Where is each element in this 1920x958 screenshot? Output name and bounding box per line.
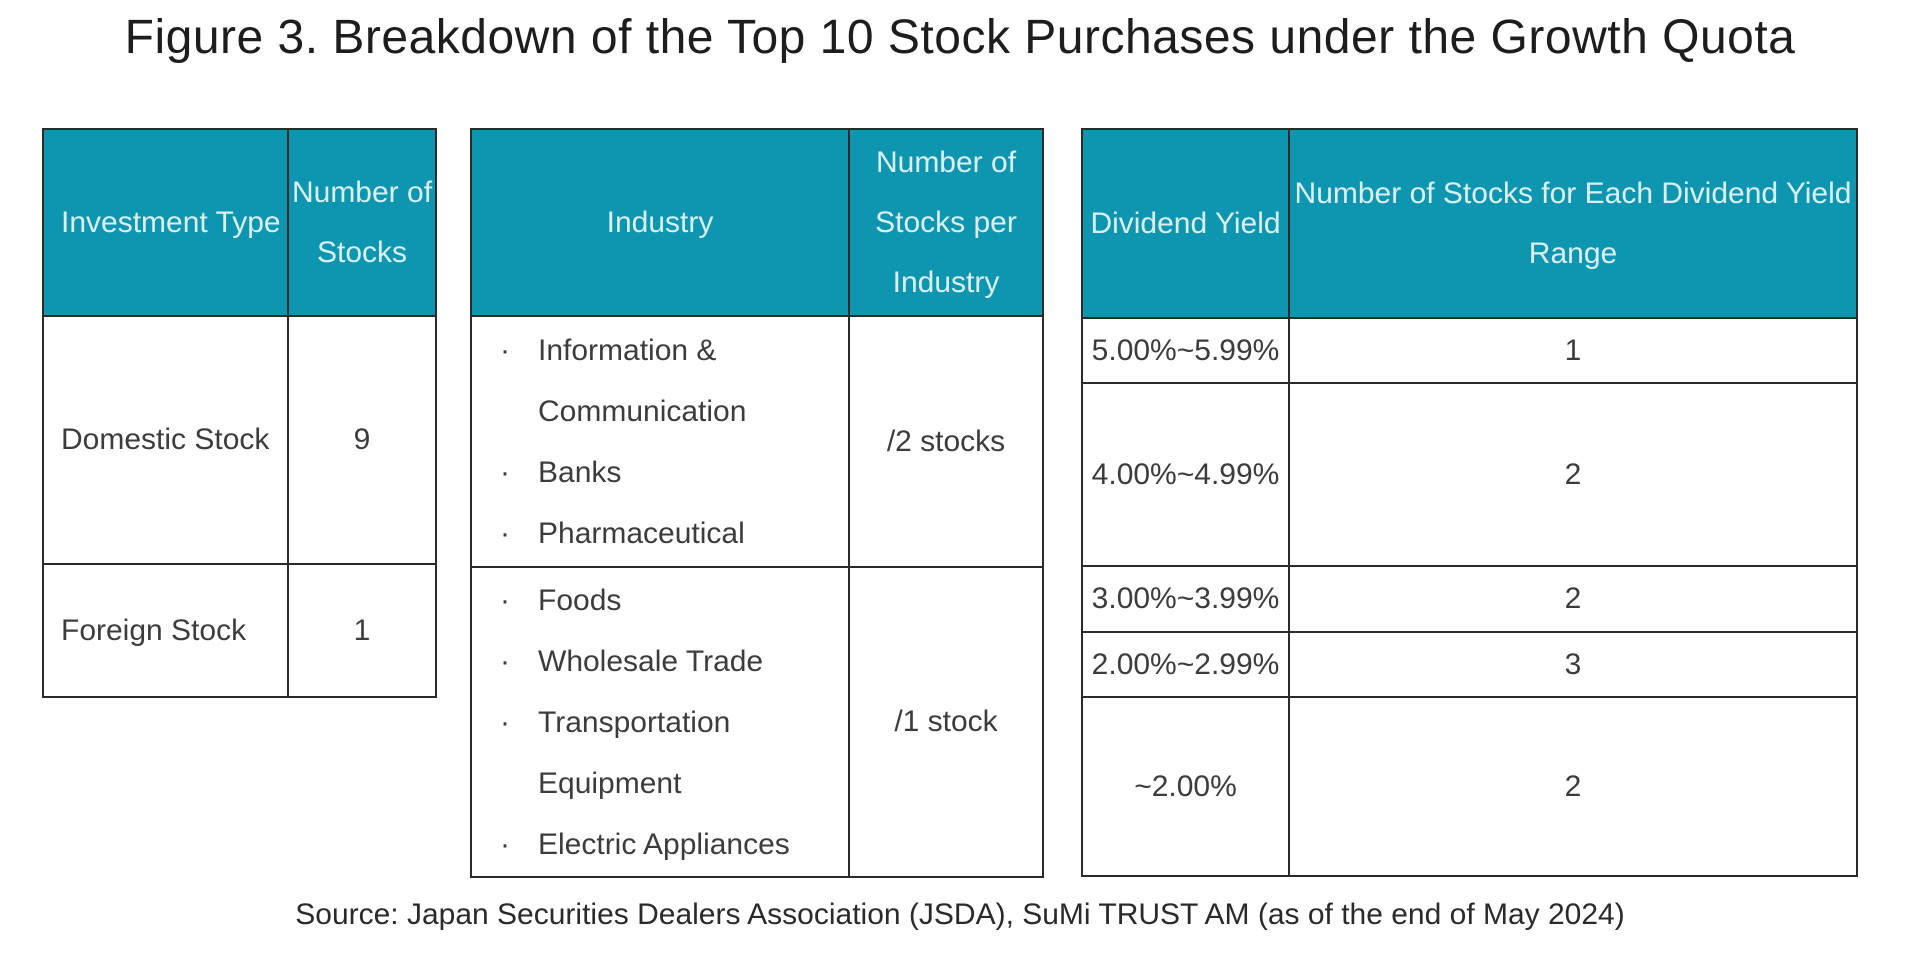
stocks-per-industry-header: Number of Stocks per Industry xyxy=(850,130,1042,315)
bullet-icon: · xyxy=(500,583,510,617)
industry-group-2-stocks: · Information & Communication · Banks · … xyxy=(472,317,848,566)
industry-group-1-stock: · Foods · Wholesale Trade · Transportati… xyxy=(472,568,848,876)
list-item: · Foods xyxy=(472,570,848,631)
investment-type-table: Investment Type Number of Stocks Domesti… xyxy=(42,128,437,698)
bullet-icon: · xyxy=(500,644,510,678)
list-item: · Information & Communication xyxy=(472,320,848,442)
industry-group-1-stock-count: /1 stock xyxy=(850,568,1042,876)
yield-range-5: 5.00%~5.99% xyxy=(1083,319,1288,382)
source-note: Source: Japan Securities Dealers Associa… xyxy=(295,898,1625,931)
table-row-foreign-stock-label: Foreign Stock xyxy=(44,565,287,696)
bullet-icon: · xyxy=(500,455,510,489)
yield-range-5-count: 1 xyxy=(1290,319,1856,382)
bullet-icon: · xyxy=(500,705,510,739)
industry-table: Industry Number of Stocks per Industry ·… xyxy=(470,128,1044,878)
industry-header: Industry xyxy=(472,130,848,315)
industry-group-2-stocks-count: /2 stocks xyxy=(850,317,1042,566)
yield-range-4: 4.00%~4.99% xyxy=(1083,384,1288,565)
number-of-stocks-header: Number of Stocks xyxy=(289,130,435,315)
list-item: · Wholesale Trade xyxy=(472,631,848,692)
yield-range-2: 2.00%~2.99% xyxy=(1083,633,1288,696)
list-item: · Transportation Equipment xyxy=(472,692,848,814)
bullet-icon: · xyxy=(500,333,510,367)
yield-range-3: 3.00%~3.99% xyxy=(1083,567,1288,631)
bullet-icon: · xyxy=(500,516,510,550)
yield-range-4-count: 2 xyxy=(1290,384,1856,565)
dividend-yield-table: Dividend Yield Number of Stocks for Each… xyxy=(1081,128,1858,877)
dividend-yield-header: Dividend Yield xyxy=(1083,130,1288,317)
yield-range-2-count: 3 xyxy=(1290,633,1856,696)
bullet-icon: · xyxy=(500,827,510,861)
yield-range-under-2-count: 2 xyxy=(1290,698,1856,875)
table-row-domestic-stock-count: 9 xyxy=(289,317,435,563)
list-item: · Electric Appliances xyxy=(472,814,848,875)
list-item: · Pharmaceutical xyxy=(472,503,848,564)
figure-title: Figure 3. Breakdown of the Top 10 Stock … xyxy=(124,11,1796,64)
yield-range-3-count: 2 xyxy=(1290,567,1856,631)
stocks-per-yield-range-header: Number of Stocks for Each Dividend Yield… xyxy=(1290,130,1856,317)
table-row-foreign-stock-count: 1 xyxy=(289,565,435,696)
list-item: · Banks xyxy=(472,442,848,503)
table-row-domestic-stock-label: Domestic Stock xyxy=(44,317,287,563)
yield-range-under-2: ~2.00% xyxy=(1083,698,1288,875)
investment-type-header: Investment Type xyxy=(44,130,287,315)
